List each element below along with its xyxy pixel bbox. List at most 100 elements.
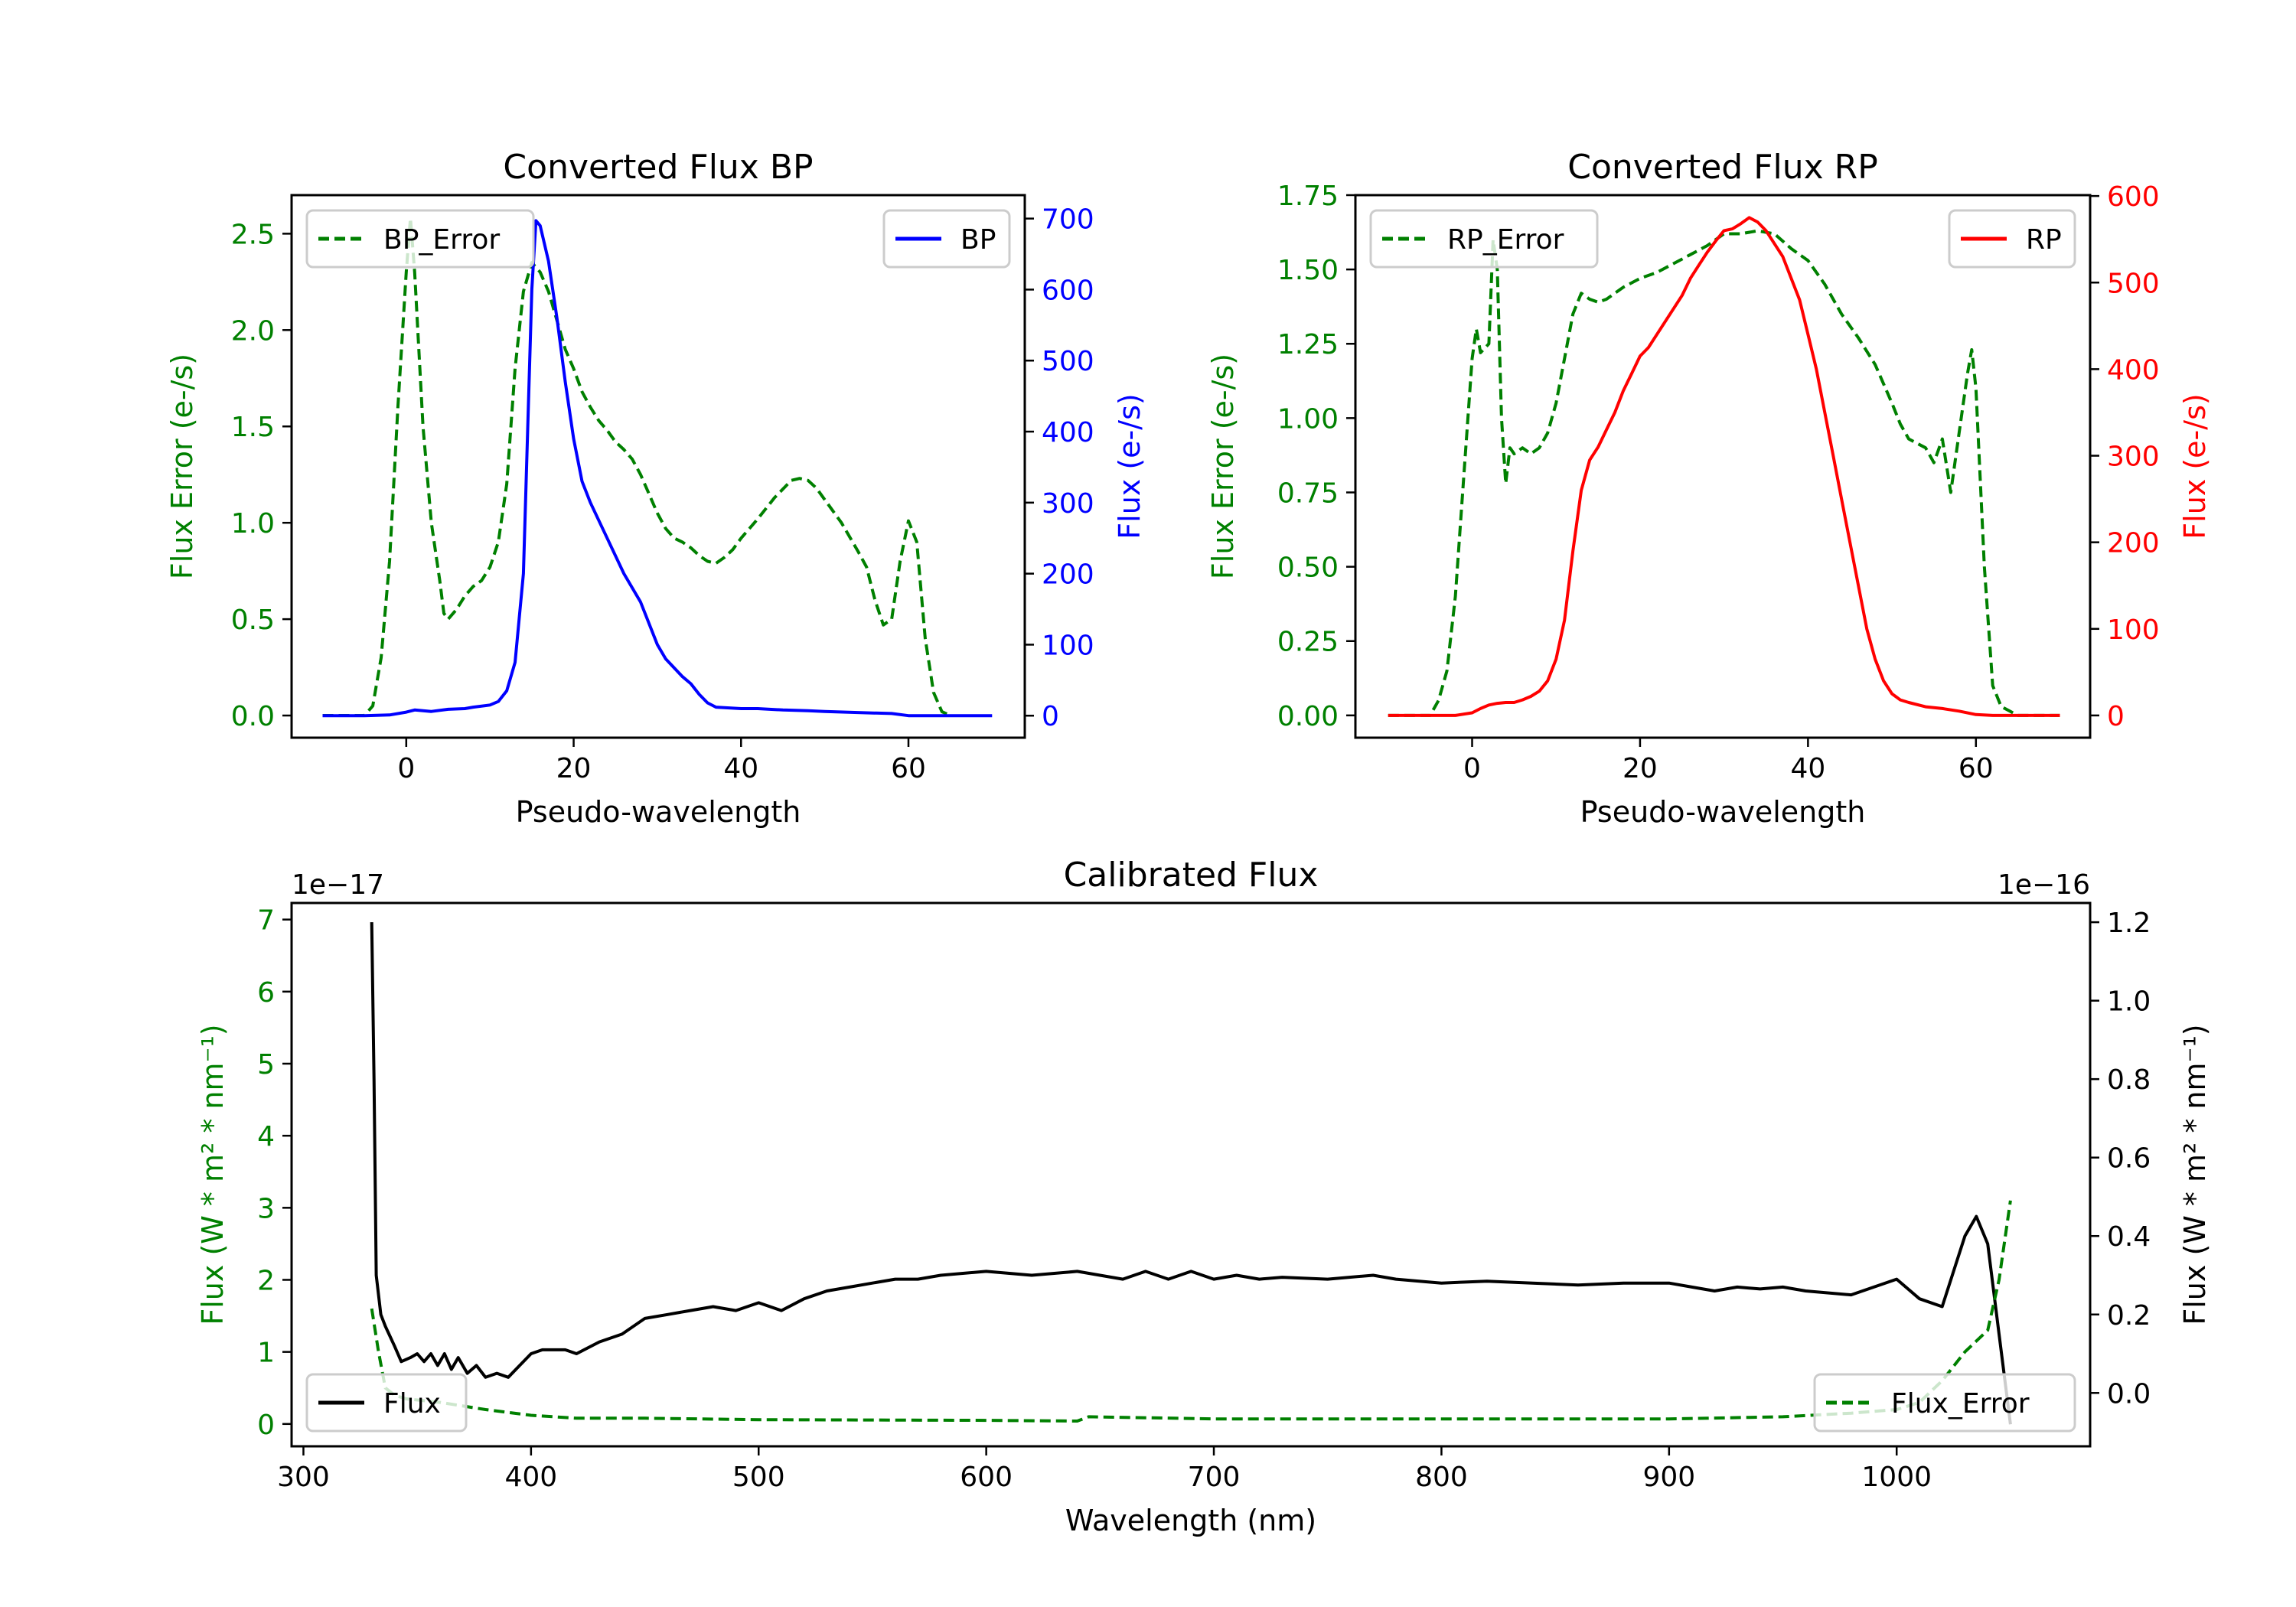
y-left-tick-label: 1 — [257, 1338, 275, 1369]
x-tick-label: 700 — [1188, 1462, 1241, 1493]
y-left-tick-label: 2.5 — [231, 219, 275, 250]
legend-box — [1813, 1373, 2076, 1433]
x-tick-label: 900 — [1642, 1462, 1695, 1493]
y-right-axis-label: Flux (e-/s) — [2178, 393, 2212, 539]
y-right-tick-label: 0.6 — [2107, 1143, 2151, 1175]
axes-frame — [1354, 194, 2092, 739]
x-axis-label: Wavelength (nm) — [1065, 1504, 1316, 1537]
legend-label: BP_Error — [383, 224, 500, 256]
y-left-tick-label: 0.5 — [231, 605, 275, 636]
y-right-tick-label: 500 — [2107, 268, 2160, 299]
y-left-tick-label: 4 — [257, 1121, 275, 1152]
y-left-tick-label: 3 — [257, 1193, 275, 1224]
x-tick-label: 500 — [732, 1462, 785, 1493]
legend-box — [1369, 209, 1599, 269]
legend-bp-error: BP_Error — [305, 209, 535, 269]
y-left-tick-label: 2.0 — [231, 315, 275, 347]
legend-rp: RP — [1948, 209, 2076, 269]
series-line-flux — [370, 922, 2012, 1425]
x-tick-label: 20 — [1623, 753, 1658, 784]
legend-label: Flux_Error — [1891, 1388, 2030, 1420]
x-tick-label: 40 — [1790, 753, 1825, 784]
y-right-tick-label: 700 — [1042, 204, 1094, 236]
y-right-tick-label: 1.0 — [2107, 986, 2151, 1018]
y-right-tick-label: 500 — [1042, 346, 1094, 377]
y-right-tick-label: 0.0 — [2107, 1378, 2151, 1410]
y-left-tick-label: 5 — [257, 1049, 275, 1081]
chart-title: Converted Flux BP — [503, 148, 813, 187]
legend-label: RP — [2026, 224, 2062, 256]
y-right-tick-label: 0.2 — [2107, 1300, 2151, 1332]
y-left-tick-label: 0.25 — [1277, 627, 1339, 658]
y-left-tick-label: 2 — [257, 1265, 275, 1296]
y-left-tick-label: 1.0 — [231, 508, 275, 539]
y-left-tick-label: 7 — [257, 905, 275, 937]
y-right-tick-label: 1.2 — [2107, 908, 2151, 939]
legend-box — [1948, 209, 2076, 269]
y-right-tick-label: 0 — [2107, 701, 2125, 732]
x-tick-label: 60 — [891, 753, 926, 784]
y-right-offset-text: 1e−16 — [1998, 869, 2090, 901]
legend-label: RP_Error — [1447, 224, 1564, 256]
y-right-tick-label: 200 — [1042, 559, 1094, 591]
bp-chart: Converted Flux BP 0 20 40 60 Pseudo-wavelengt… — [165, 148, 1146, 829]
legend-flux-error: Flux_Error — [1813, 1373, 2076, 1433]
y-right-tick-label: 300 — [2107, 442, 2160, 473]
axes-frame — [290, 901, 2092, 1448]
y-right-tick-label: 0.8 — [2107, 1064, 2151, 1096]
x-tick-label: 800 — [1415, 1462, 1468, 1493]
rp-chart: Converted Flux RP 0 20 40 60 Pseudo-wavelengt… — [1206, 148, 2212, 829]
x-tick-label: 400 — [504, 1462, 557, 1493]
x-axis-label: Pseudo-wavelength — [516, 795, 801, 829]
y-left-axis-label: Flux Error (e-/s) — [165, 354, 199, 579]
y-left-tick-label: 1.50 — [1277, 255, 1339, 286]
series-line-rp — [1388, 216, 2060, 717]
x-tick-label: 0 — [397, 753, 415, 784]
legend-label: Flux — [383, 1388, 441, 1420]
chart-title: Converted Flux RP — [1567, 148, 1878, 187]
y-right-tick-label: 100 — [2107, 614, 2160, 646]
y-right-axis-label: Flux (W * m² * nm⁻¹) — [2178, 1024, 2212, 1325]
y-left-tick-label: 1.75 — [1277, 181, 1339, 212]
y-left-tick-label: 0.50 — [1277, 553, 1339, 584]
axes-frame — [290, 194, 1026, 739]
y-left-offset-text: 1e−17 — [292, 869, 384, 901]
legend-flux: Flux — [305, 1373, 468, 1433]
x-tick-label: 40 — [723, 753, 758, 784]
y-right-tick-label: 100 — [1042, 630, 1094, 661]
y-left-tick-label: 0.00 — [1277, 701, 1339, 732]
y-left-tick-label: 0.0 — [231, 701, 275, 732]
y-right-tick-label: 600 — [1042, 275, 1094, 306]
legend-box — [882, 209, 1011, 269]
legend-rp-error: RP_Error — [1369, 209, 1599, 269]
x-tick-label: 0 — [1463, 753, 1481, 784]
x-tick-label: 60 — [1958, 753, 1994, 784]
y-left-tick-label: 0 — [257, 1410, 275, 1441]
legend-label: BP — [960, 224, 996, 256]
y-left-axis-label: Flux Error (e-/s) — [1206, 354, 1240, 579]
chart-title: Calibrated Flux — [1064, 856, 1319, 895]
legend-bp: BP — [882, 209, 1011, 269]
y-right-tick-label: 300 — [1042, 488, 1094, 520]
series-line-bp-error — [322, 217, 951, 717]
y-right-tick-label: 0 — [1042, 701, 1059, 732]
y-left-tick-label: 0.75 — [1277, 478, 1339, 509]
legend-box — [305, 1373, 468, 1433]
x-tick-label: 300 — [277, 1462, 330, 1493]
y-left-tick-label: 1.5 — [231, 412, 275, 443]
x-tick-label: 1000 — [1861, 1462, 1932, 1493]
y-right-tick-label: 0.4 — [2107, 1221, 2151, 1253]
y-left-tick-label: 6 — [257, 977, 275, 1009]
y-left-tick-label: 1.00 — [1277, 403, 1339, 435]
legend-box — [305, 209, 535, 269]
y-right-tick-label: 400 — [1042, 417, 1094, 448]
y-right-axis-label: Flux (e-/s) — [1113, 393, 1146, 539]
y-right-tick-label: 600 — [2107, 181, 2160, 213]
x-tick-label: 20 — [556, 753, 592, 784]
y-left-axis-label: Flux (W * m² * nm⁻¹) — [196, 1024, 230, 1325]
y-right-tick-label: 200 — [2107, 528, 2160, 559]
y-left-tick-label: 1.25 — [1277, 329, 1339, 360]
calibrated-flux-chart: Calibrated Flux 300 400 500 600 700 800 900 1000… — [196, 856, 2212, 1537]
series-line-bp — [322, 219, 993, 718]
